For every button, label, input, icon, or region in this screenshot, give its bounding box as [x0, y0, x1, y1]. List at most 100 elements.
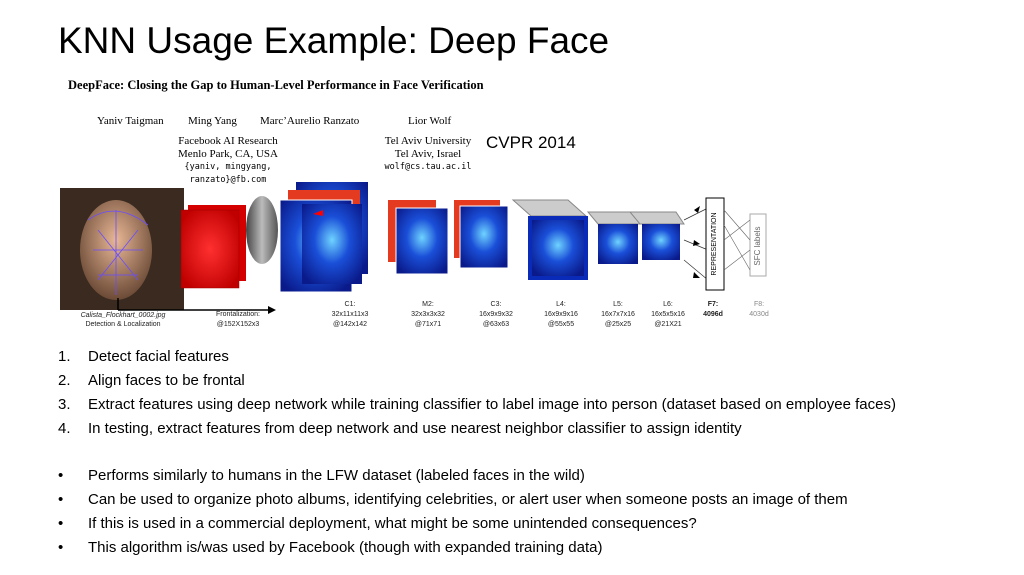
affiliation-line: Tel Aviv, Israel [394, 148, 462, 160]
layer-f7-caption: F7: 4096d [696, 300, 730, 320]
bullet-marker: • [58, 467, 64, 484]
layer-name: M2: [422, 301, 434, 308]
author-4: Lior Wolf [408, 115, 452, 127]
affiliation-line: Menlo Park, CA, USA [178, 148, 278, 160]
f7-f8-connections [723, 209, 751, 271]
list-item-text: Performs similarly to humans in the LFW … [88, 467, 585, 484]
layer-c1-caption: C1: 32x11x11x3 @142x142 [320, 300, 380, 330]
layer-name: F7: [707, 301, 719, 308]
photo-caption-step: Detection & Localization [85, 321, 161, 328]
layer-c3-caption: C3: 16x9x9x32 @63x63 [468, 300, 524, 330]
list-item-text: Detect facial features [88, 348, 229, 365]
layer-dims: 16x7x7x16 [601, 311, 635, 318]
layer-size: @55x55 [547, 321, 575, 328]
l4-block-top [511, 199, 588, 217]
layer-dims: 32x11x11x3 [331, 311, 369, 318]
list-item: • Performs similarly to humans in the LFW… [58, 465, 848, 489]
layer-l4-caption: L4: 16x9x9x16 @55x55 [533, 300, 589, 330]
layer-name: L4: [556, 301, 566, 308]
c1-map-face [302, 204, 362, 284]
layer-name: C1: [344, 301, 356, 308]
layer-dims: 16x5x5x16 [651, 311, 685, 318]
layer-f8-caption: F8: 4030d [742, 300, 776, 320]
c1-accent [313, 210, 323, 216]
layer-l6-caption: L6: 16x5x5x16 @21X21 [642, 300, 694, 330]
sfc-label-wrap: SFC labels [752, 218, 764, 274]
f7-representation-box [705, 197, 725, 291]
frontalization-caption: Frontalization: @152X152x3 [198, 310, 278, 330]
affiliation-email: {yaniv, mingyang, ranzato}@fb.com [184, 162, 272, 185]
representation-label-wrap: REPRESENTATION [708, 206, 722, 282]
arrow-head [268, 306, 276, 314]
l6-block-top [628, 211, 685, 225]
venue-label: CVPR 2014 [486, 133, 576, 152]
pipeline-steps-list: 1. Detect facial features 2. Align faces t… [58, 346, 896, 442]
layer-dims: 4096d [703, 311, 723, 318]
layer-dims: 4030d [749, 311, 769, 318]
list-item-text: Extract features using deep network whil… [88, 396, 896, 413]
affiliation-line: Facebook AI Research [178, 135, 278, 147]
3d-face-model [246, 196, 278, 264]
layer-dims: 16x9x9x32 [479, 311, 513, 318]
connection-arrowheads [693, 206, 700, 278]
layer-m2-caption: M2: 32x3x3x32 @71x71 [400, 300, 456, 330]
bullet-marker: • [58, 539, 64, 556]
list-item-text: Align faces to be frontal [88, 372, 245, 389]
affiliation-line: Tel Aviv University [384, 135, 472, 147]
layer-size: @21X21 [654, 321, 682, 328]
layer-name: L5: [613, 301, 623, 308]
photo-caption: Calista_Flockhart_0002.jpg [58, 311, 188, 321]
arrow-line [117, 298, 268, 311]
frontalization-caption-line: Frontalization: [216, 311, 260, 318]
layer-size: @71x71 [414, 321, 442, 328]
list-marker: 4. [58, 420, 71, 437]
affiliation-email: wolf@cs.tau.ac.il [384, 162, 472, 172]
list-item-text: This algorithm is/was used by Facebook (… [88, 539, 603, 556]
representation-label: REPRESENTATION [711, 212, 718, 276]
f8-sfc-box [749, 213, 767, 277]
list-marker: 1. [58, 348, 71, 365]
list-item: 3. Extract features using deep network wh… [58, 394, 896, 418]
deepface-architecture-figure: REPRESENTATION SFC labels Calista_Flockh… [58, 180, 778, 330]
list-item: 1. Detect facial features [58, 346, 896, 370]
layer-name: C3: [490, 301, 502, 308]
affiliation-tau: Tel Aviv University Tel Aviv, Israel wol… [378, 135, 478, 174]
architecture-diagram [60, 182, 767, 314]
list-item: • Can be used to organize photo albums, i… [58, 489, 848, 513]
list-item-text: In testing, extract features from deep n… [88, 420, 742, 437]
notes-bullet-list: • Performs similarly to humans in the LFW… [58, 465, 848, 561]
photo-caption-file: Calista_Flockhart_0002.jpg [80, 312, 166, 319]
list-item: • This algorithm is/was used by Facebook … [58, 537, 848, 561]
layer-name: F8: [753, 301, 765, 308]
list-marker: 3. [58, 396, 71, 413]
layer-dims: 32x3x3x32 [411, 311, 445, 318]
paper-title: DeepFace: Closing the Gap to Human-Level… [68, 78, 484, 92]
layer-name: L6: [663, 301, 673, 308]
author-2: Ming Yang [188, 115, 237, 127]
list-item-text: Can be used to organize photo albums, id… [88, 491, 848, 508]
layer-l5-caption: L5: 16x7x7x16 @25x25 [590, 300, 646, 330]
layer-dims: 16x9x9x16 [544, 311, 578, 318]
author-1: Yaniv Taigman [97, 115, 164, 127]
layer-size: @63x63 [482, 321, 510, 328]
list-item-text: If this is used in a commercial deployme… [88, 515, 697, 532]
l6-block-front [642, 224, 680, 260]
sfc-label: SFC labels [753, 226, 762, 266]
layer-size: @25x25 [604, 321, 632, 328]
bullet-marker: • [58, 491, 64, 508]
m2-map-front [395, 207, 449, 275]
landmark-mesh [87, 210, 149, 295]
l4-block-texture [532, 220, 584, 276]
list-item: • If this is used in a commercial deploym… [58, 513, 848, 537]
frontalization-caption-size: @152X152x3 [216, 321, 260, 328]
list-marker: 2. [58, 372, 71, 389]
author-3: Marc’Aurelio Ranzato [260, 115, 360, 127]
l5-block-front [598, 224, 638, 264]
slide-title: KNN Usage Example: Deep Face [58, 20, 610, 61]
c3-map-front [459, 205, 509, 269]
layer-size: @142x142 [333, 321, 367, 328]
affiliation-facebook: Facebook AI Research Menlo Park, CA, USA… [148, 135, 308, 187]
bullet-marker: • [58, 515, 64, 532]
aligned-face-red [180, 209, 240, 289]
list-item: 4. In testing, extract features from deep… [58, 418, 896, 442]
